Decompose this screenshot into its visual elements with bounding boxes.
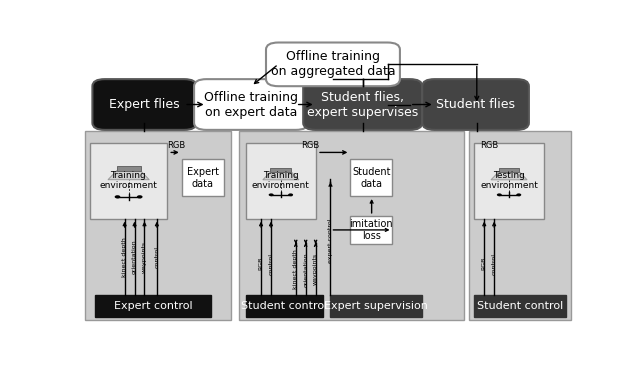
- Text: Student flies,
expert supervises: Student flies, expert supervises: [307, 90, 419, 119]
- Bar: [85, 131, 231, 320]
- Circle shape: [516, 193, 521, 196]
- Circle shape: [269, 193, 274, 196]
- Text: kinect depth: kinect depth: [293, 250, 298, 289]
- Text: Training
environment: Training environment: [252, 171, 310, 190]
- Text: Expert control: Expert control: [114, 301, 193, 311]
- Circle shape: [115, 195, 120, 198]
- Text: Student control: Student control: [241, 301, 328, 311]
- Text: Student control: Student control: [477, 301, 563, 311]
- Bar: [469, 131, 571, 320]
- Text: Testing
environment: Testing environment: [480, 171, 538, 190]
- Polygon shape: [108, 171, 149, 180]
- FancyBboxPatch shape: [350, 216, 392, 244]
- Text: expert control: expert control: [328, 219, 333, 264]
- FancyBboxPatch shape: [194, 79, 308, 130]
- Bar: [239, 131, 465, 320]
- Text: Expert supervision: Expert supervision: [324, 301, 428, 311]
- Text: control: control: [268, 253, 273, 275]
- Text: RGB: RGB: [259, 257, 264, 270]
- Polygon shape: [263, 172, 299, 180]
- Text: control: control: [154, 246, 159, 268]
- Text: Student flies: Student flies: [436, 98, 515, 111]
- FancyBboxPatch shape: [246, 143, 316, 219]
- Text: waypoints: waypoints: [313, 253, 318, 285]
- Text: Offline training
on expert data: Offline training on expert data: [204, 90, 298, 119]
- Polygon shape: [499, 168, 520, 172]
- Text: imitation
loss: imitation loss: [349, 219, 393, 241]
- FancyBboxPatch shape: [474, 143, 544, 219]
- Text: Expert
data: Expert data: [187, 167, 219, 188]
- FancyBboxPatch shape: [92, 79, 196, 130]
- Text: RGB: RGB: [168, 141, 186, 150]
- FancyBboxPatch shape: [330, 295, 422, 317]
- Text: waypoints: waypoints: [142, 240, 147, 273]
- Text: Student
data: Student data: [352, 167, 390, 188]
- Polygon shape: [491, 172, 527, 180]
- Text: RGB: RGB: [301, 141, 320, 150]
- Text: orientation: orientation: [303, 252, 308, 287]
- Text: RGB: RGB: [482, 257, 487, 270]
- FancyBboxPatch shape: [422, 79, 529, 130]
- FancyBboxPatch shape: [95, 295, 211, 317]
- FancyBboxPatch shape: [474, 295, 566, 317]
- FancyBboxPatch shape: [246, 295, 323, 317]
- Text: Expert flies: Expert flies: [109, 98, 180, 111]
- Polygon shape: [271, 168, 291, 172]
- Text: orientation: orientation: [132, 239, 137, 274]
- Circle shape: [137, 195, 143, 198]
- FancyBboxPatch shape: [266, 42, 400, 86]
- FancyBboxPatch shape: [303, 79, 422, 130]
- Text: kinect depth: kinect depth: [122, 237, 127, 277]
- FancyBboxPatch shape: [182, 160, 224, 196]
- Circle shape: [497, 193, 502, 196]
- FancyBboxPatch shape: [90, 143, 167, 219]
- Text: control: control: [492, 253, 497, 275]
- Text: Training
environment: Training environment: [99, 171, 157, 190]
- Text: RGB: RGB: [480, 141, 499, 150]
- Polygon shape: [116, 166, 141, 171]
- FancyBboxPatch shape: [350, 160, 392, 196]
- Circle shape: [288, 193, 293, 196]
- Text: Offline training
on aggregated data: Offline training on aggregated data: [271, 51, 396, 78]
